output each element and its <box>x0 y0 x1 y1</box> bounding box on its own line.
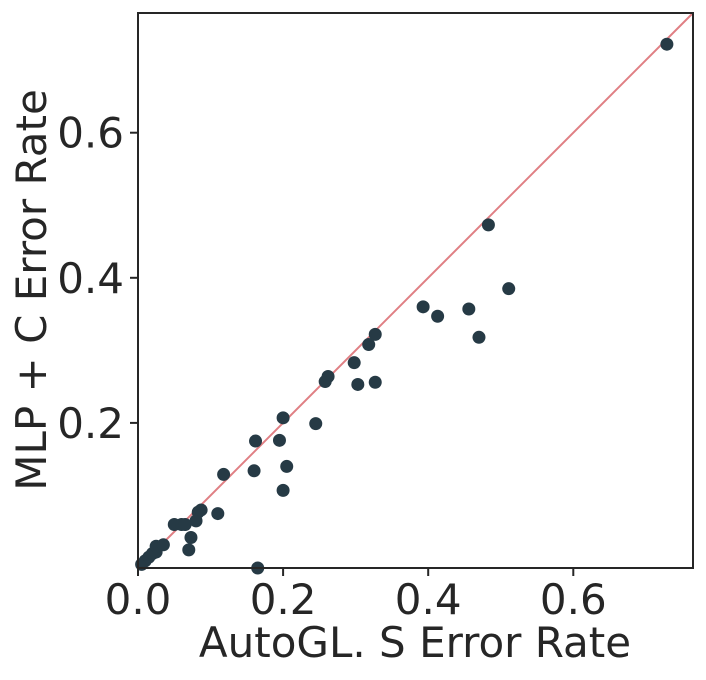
data-point <box>321 369 335 383</box>
data-point <box>184 531 198 545</box>
y-tick-label: 0.4 <box>57 254 124 303</box>
data-point <box>502 282 516 296</box>
data-point <box>272 433 286 447</box>
data-point <box>182 543 196 557</box>
x-tick-label: 0.4 <box>395 575 462 624</box>
data-point <box>309 417 323 431</box>
data-point <box>472 330 486 344</box>
y-axis-label: MLP + C Error Rate <box>7 89 56 491</box>
identity-reference-line <box>137 12 694 569</box>
data-point <box>276 411 290 425</box>
data-point <box>481 218 495 232</box>
x-tick-label: 0.6 <box>540 575 607 624</box>
data-point <box>247 464 261 478</box>
data-point <box>178 517 192 531</box>
data-point <box>276 483 290 497</box>
data-point <box>462 302 476 316</box>
data-point <box>280 459 294 473</box>
x-tick-label: 0.0 <box>105 575 172 624</box>
data-point <box>156 538 170 552</box>
data-point <box>368 327 382 341</box>
data-point <box>431 309 445 323</box>
y-axis-ticks: 0.2 0.4 0.6 <box>57 109 138 448</box>
y-tick-label: 0.6 <box>57 109 124 158</box>
y-tick-label: 0.2 <box>57 399 124 448</box>
data-point <box>362 338 376 352</box>
data-point <box>660 37 674 51</box>
data-point <box>211 507 225 521</box>
data-point <box>416 300 430 314</box>
data-point <box>194 503 208 517</box>
x-tick-label: 0.2 <box>250 575 317 624</box>
data-point <box>217 467 231 481</box>
x-axis-label: AutoGL. S Error Rate <box>199 618 631 667</box>
data-point <box>368 375 382 389</box>
plot-frame <box>137 12 694 569</box>
data-point <box>351 377 365 391</box>
x-axis-ticks: 0.0 0.2 0.4 0.6 <box>105 568 607 624</box>
data-point <box>249 434 263 448</box>
data-point <box>347 356 361 370</box>
